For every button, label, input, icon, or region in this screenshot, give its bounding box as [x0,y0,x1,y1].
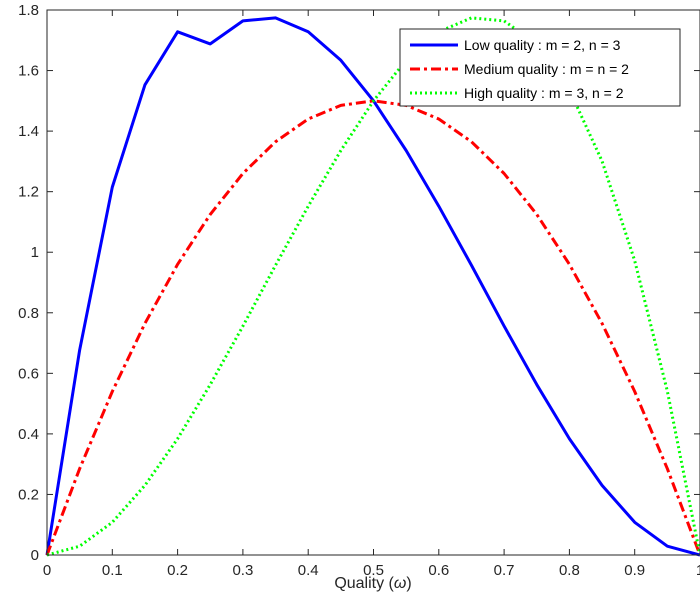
series-line-2 [45,99,700,556]
y-tick-label: 1.4 [18,123,39,140]
x-tick-label: 0.2 [167,562,188,579]
y-tick-label: 1.8 [18,2,39,19]
x-tick-label: 0.7 [494,562,515,579]
x-tick-label: 0.5 [363,562,384,579]
legend-label-3: High quality : m = 3, n = 2 [464,85,624,101]
y-tick-label: 0 [31,547,39,564]
legend: Low quality : m = 2, n = 3 Medium quality… [399,28,681,107]
axis-tick-labels: 0 0.1 0.2 0.3 0.4 0.5 0.6 0.7 0.8 0.9 1 0 0.2 0.4 0.6 0… [18,2,700,579]
x-tick-label: 0.1 [102,562,123,579]
x-tick-label: 0.8 [559,562,580,579]
x-tick-label: 0.3 [232,562,253,579]
x-tick-label: 1 [696,562,700,579]
y-tick-label: 0.4 [18,426,39,443]
x-tick-label: 0.4 [298,562,319,579]
y-tick-label: 0.2 [18,486,39,503]
x-axis-label: Quality (ω) [334,575,411,592]
legend-label-2: Medium quality : m = n = 2 [464,61,629,77]
x-tick-label: 0.6 [428,562,449,579]
plot-lines [45,16,700,557]
y-tick-label: 0.6 [18,365,39,382]
legend-label-1: Low quality : m = 2, n = 3 [464,37,621,53]
y-tick-label: 1 [31,244,39,261]
x-tick-label: 0 [43,562,51,579]
x-tick-label: 0.9 [624,562,645,579]
y-tick-label: 1.2 [18,184,39,201]
series-line-3 [46,16,700,557]
axis-ticks [46,9,700,556]
y-tick-label: 1.6 [18,63,39,80]
y-tick-label: 0.8 [18,305,39,322]
